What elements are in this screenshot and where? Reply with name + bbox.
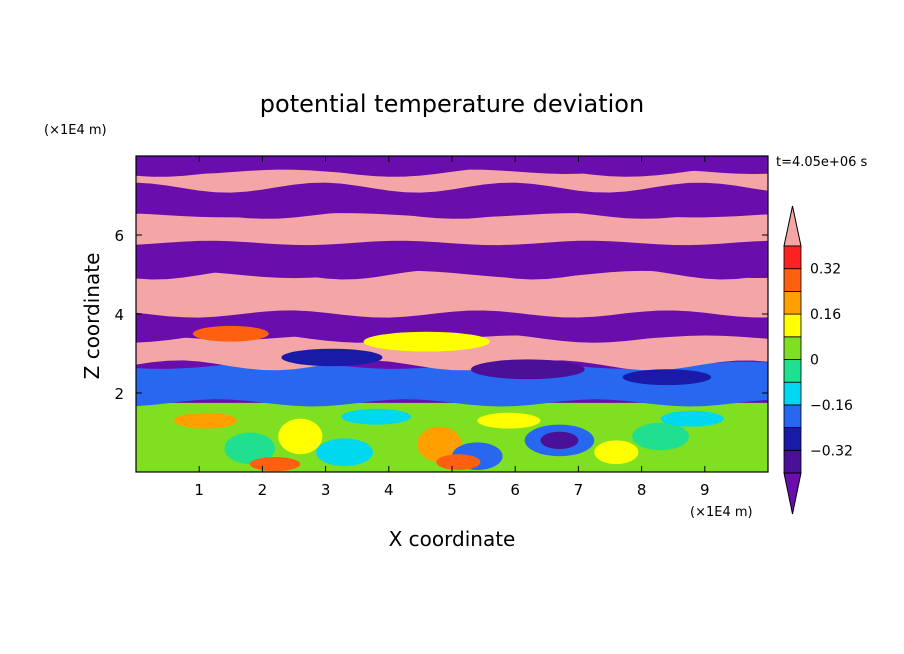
colorbar-boxes — [783, 245, 802, 474]
colorbar-box — [783, 449, 802, 474]
time-label: t=4.05e+06 s — [776, 155, 868, 170]
x-tick-label: 3 — [321, 481, 331, 499]
colorbar-box — [783, 359, 802, 383]
y-axis-ticks: 2 4 6 — [114, 227, 768, 403]
x-tick-label: 8 — [637, 481, 647, 499]
eddy — [534, 317, 648, 342]
colorbar-box — [783, 245, 802, 270]
colorbar-box — [783, 313, 802, 338]
eddy — [540, 431, 579, 450]
eddy — [363, 420, 427, 453]
colorbar-label: 0.16 — [810, 307, 841, 323]
contour-band — [136, 361, 768, 407]
colorbar-box — [783, 336, 802, 360]
colorbar-box — [783, 404, 802, 428]
eddy — [689, 434, 746, 463]
colorbar: 0.32 0.16 0 −0.16 −0.32 — [783, 205, 853, 515]
colorbar-over-arrow — [783, 205, 802, 247]
colorbar-box — [783, 268, 802, 292]
x-axis-label: X coordinate — [389, 527, 516, 551]
contour-band — [136, 156, 768, 174]
eddy — [363, 331, 490, 352]
eddy — [477, 412, 541, 429]
eddy — [341, 408, 411, 425]
eddy — [173, 412, 238, 429]
y-axis-label: Z coordinate — [80, 253, 104, 380]
x-axis-ticks: 1 2 3 4 5 6 7 8 9 — [194, 156, 710, 499]
colorbar-box — [783, 381, 802, 406]
eddy — [660, 410, 724, 427]
colorbar-label: 0.32 — [810, 262, 841, 278]
colorbar-label: −0.32 — [810, 443, 853, 459]
contour-band — [136, 270, 768, 318]
eddy — [224, 432, 276, 465]
colorbar-labels: 0.32 0.16 0 −0.16 −0.32 — [810, 262, 853, 460]
x-tick-label: 9 — [700, 481, 710, 499]
x-axis-unit: (×1E4 m) — [690, 505, 753, 520]
contour-band — [136, 237, 768, 280]
eddy — [632, 422, 689, 451]
x-tick-label: 4 — [384, 481, 394, 499]
x-tick-label: 7 — [574, 481, 584, 499]
colorbar-label: −0.16 — [810, 398, 853, 414]
eddy — [417, 426, 462, 463]
x-tick-label: 5 — [447, 481, 457, 499]
eddy — [278, 418, 323, 455]
x-tick-label: 6 — [510, 481, 520, 499]
eddy-patches — [145, 317, 746, 472]
contour-field — [136, 156, 768, 472]
y-tick-label: 6 — [114, 227, 124, 245]
eddy — [436, 454, 481, 471]
colorbar-label: 0 — [810, 353, 819, 369]
eddy — [145, 426, 203, 455]
y-axis-unit: (×1E4 m) — [44, 123, 107, 138]
colorbar-under-arrow — [783, 472, 802, 515]
x-tick-label: 2 — [258, 481, 268, 499]
eddy — [622, 369, 712, 386]
colorbar-box — [783, 290, 802, 315]
eddy — [249, 456, 301, 472]
contour-band — [136, 166, 768, 193]
contour-band — [136, 213, 768, 246]
chart-title: potential temperature deviation — [260, 90, 644, 118]
eddy — [316, 438, 373, 467]
eddy — [470, 359, 585, 380]
colorbar-box — [783, 427, 802, 451]
y-tick-label: 4 — [114, 306, 124, 324]
y-tick-label: 2 — [114, 385, 124, 403]
contour-band — [136, 184, 768, 219]
eddy — [594, 440, 639, 465]
eddy — [281, 348, 383, 367]
eddy — [192, 325, 269, 342]
x-tick-label: 1 — [194, 481, 204, 499]
